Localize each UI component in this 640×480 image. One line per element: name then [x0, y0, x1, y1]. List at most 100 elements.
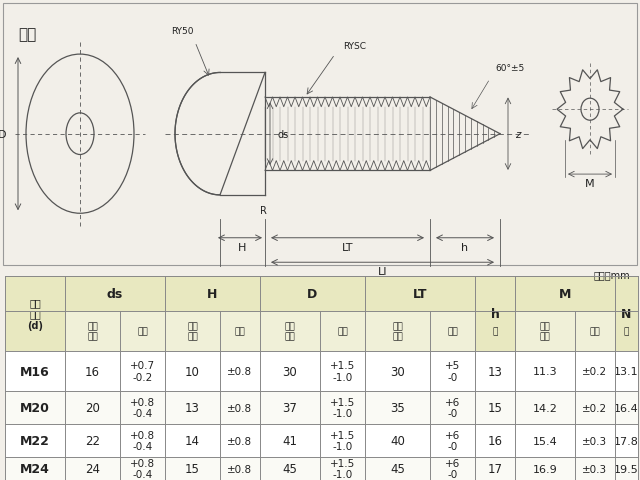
Text: 17.8: 17.8 — [614, 436, 639, 445]
Text: M: M — [585, 179, 595, 189]
Text: 公差: 公差 — [447, 327, 458, 336]
Text: D: D — [0, 130, 6, 139]
Text: ±0.8: ±0.8 — [227, 366, 253, 376]
Text: 16.9: 16.9 — [532, 464, 557, 474]
Text: 45: 45 — [283, 462, 298, 475]
Text: N: N — [621, 308, 632, 321]
Bar — [430, 312, 475, 351]
Text: 公差: 公差 — [137, 327, 148, 336]
Text: 螺栓: 螺栓 — [18, 27, 36, 42]
Text: 16: 16 — [488, 434, 502, 447]
Bar — [165, 276, 260, 312]
Text: 30: 30 — [390, 365, 405, 378]
Text: 14: 14 — [185, 434, 200, 447]
Text: +6
-0: +6 -0 — [445, 458, 460, 480]
Bar — [220, 312, 260, 351]
Bar — [615, 276, 638, 312]
Bar — [320, 312, 365, 351]
Text: +1.5
-1.0: +1.5 -1.0 — [330, 397, 355, 419]
Text: 單位：mm: 單位：mm — [593, 270, 630, 279]
Text: +0.7
-0.2: +0.7 -0.2 — [130, 360, 155, 382]
Text: +0.8
-0.4: +0.8 -0.4 — [130, 430, 155, 451]
Text: LT: LT — [342, 242, 353, 252]
Text: 30: 30 — [283, 365, 298, 378]
Text: 13: 13 — [488, 365, 502, 378]
Bar — [515, 276, 615, 312]
Text: ±0.2: ±0.2 — [582, 366, 607, 376]
Bar — [575, 312, 615, 351]
Bar — [120, 312, 165, 351]
Text: 24: 24 — [85, 462, 100, 475]
Text: 15.4: 15.4 — [532, 436, 557, 445]
Bar — [5, 457, 638, 480]
Text: 45: 45 — [390, 462, 405, 475]
Text: +6
-0: +6 -0 — [445, 430, 460, 451]
Text: +0.8
-0.4: +0.8 -0.4 — [130, 458, 155, 480]
Text: 60°±5: 60°±5 — [495, 64, 524, 73]
Bar — [5, 424, 638, 457]
Text: 11.3: 11.3 — [532, 366, 557, 376]
Text: M24: M24 — [20, 462, 50, 475]
Text: +1.5
-1.0: +1.5 -1.0 — [330, 360, 355, 382]
Text: RY50: RY50 — [171, 27, 193, 36]
Text: ds: ds — [278, 130, 289, 139]
Bar — [5, 276, 65, 351]
Text: 基準
尺度: 基準 尺度 — [392, 322, 403, 341]
Text: h: h — [461, 242, 468, 252]
Text: RYSC: RYSC — [343, 42, 366, 51]
Text: M: M — [559, 288, 571, 300]
Text: z: z — [515, 130, 520, 139]
Text: +5
-0: +5 -0 — [445, 360, 460, 382]
Text: 22: 22 — [85, 434, 100, 447]
Text: h: h — [491, 308, 499, 321]
Text: M22: M22 — [20, 434, 50, 447]
Bar — [615, 276, 638, 351]
Bar — [5, 391, 638, 424]
Text: 13.1: 13.1 — [614, 366, 639, 376]
Text: M20: M20 — [20, 401, 50, 414]
Text: +6
-0: +6 -0 — [445, 397, 460, 419]
Text: 基準
尺度: 基準 尺度 — [540, 322, 550, 341]
Text: 19.5: 19.5 — [614, 464, 639, 474]
Text: 37: 37 — [283, 401, 298, 414]
Text: 35: 35 — [390, 401, 405, 414]
Text: ±0.3: ±0.3 — [582, 464, 607, 474]
Text: 基準
尺度: 基準 尺度 — [87, 322, 98, 341]
Bar — [65, 276, 165, 312]
Text: 10: 10 — [185, 365, 200, 378]
Text: ±0.8: ±0.8 — [227, 436, 253, 445]
Text: ±0.8: ±0.8 — [227, 464, 253, 474]
Bar — [165, 312, 220, 351]
Bar — [260, 312, 320, 351]
Text: H: H — [238, 242, 246, 252]
Bar — [515, 312, 575, 351]
Text: 約: 約 — [624, 327, 629, 336]
Text: LI: LI — [378, 267, 387, 277]
Text: ±0.8: ±0.8 — [227, 403, 253, 413]
Text: 40: 40 — [390, 434, 405, 447]
Text: ±0.2: ±0.2 — [582, 403, 607, 413]
Text: 13: 13 — [185, 401, 200, 414]
Text: R: R — [260, 206, 267, 216]
Text: 公差: 公差 — [337, 327, 348, 336]
Text: 公差: 公差 — [235, 327, 245, 336]
Text: 約: 約 — [492, 327, 498, 336]
Text: 公差: 公差 — [589, 327, 600, 336]
Text: 基準
尺度: 基準 尺度 — [285, 322, 296, 341]
Text: ±0.3: ±0.3 — [582, 436, 607, 445]
Bar — [475, 276, 515, 312]
Text: LT: LT — [413, 288, 428, 300]
Text: 15: 15 — [185, 462, 200, 475]
Text: D: D — [307, 288, 317, 300]
Text: +0.8
-0.4: +0.8 -0.4 — [130, 397, 155, 419]
Bar — [365, 276, 475, 312]
Text: 14.2: 14.2 — [532, 403, 557, 413]
Text: 17: 17 — [488, 462, 502, 475]
Text: +1.5
-1.0: +1.5 -1.0 — [330, 430, 355, 451]
Text: 16.4: 16.4 — [614, 403, 639, 413]
Bar — [260, 276, 365, 312]
Text: +1.5
-1.0: +1.5 -1.0 — [330, 458, 355, 480]
Text: 41: 41 — [282, 434, 298, 447]
Text: 15: 15 — [488, 401, 502, 414]
Bar — [475, 276, 515, 351]
